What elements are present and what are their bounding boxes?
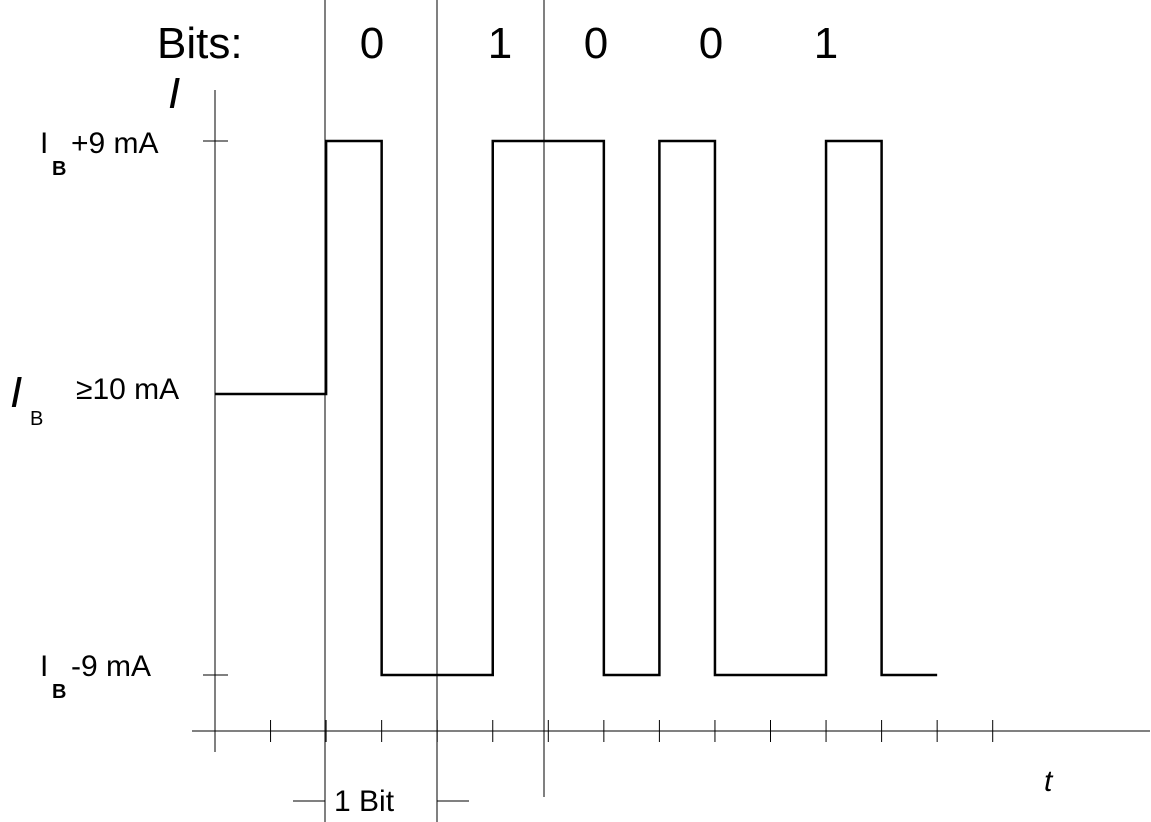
x-axis-ticks <box>270 720 994 742</box>
level-label-high: I B +9 mA <box>40 127 159 180</box>
level-label-base: I B ≥10 mA <box>10 368 179 430</box>
bit-value-4: 0 <box>699 19 723 68</box>
bit-width-marker: 1 Bit <box>293 785 469 818</box>
svg-text:I: I <box>10 368 22 417</box>
svg-text:-9 mA: -9 mA <box>71 650 151 683</box>
level-label-low: I B -9 mA <box>40 650 151 703</box>
current-waveform <box>215 139 938 677</box>
bit-value-5: 1 <box>814 19 838 68</box>
bit-value-2: 1 <box>488 19 512 68</box>
svg-text:+9 mA: +9 mA <box>71 127 159 160</box>
svg-text:B: B <box>52 681 66 703</box>
x-axis-label: t <box>1044 765 1054 798</box>
y-axis-label: I <box>168 69 180 118</box>
svg-text:I: I <box>40 127 48 160</box>
svg-text:≥10 mA: ≥10 mA <box>76 373 179 406</box>
svg-text:B: B <box>52 158 66 180</box>
bits-label: Bits: <box>157 19 243 68</box>
svg-text:B: B <box>30 408 43 430</box>
bit-value-3: 0 <box>584 19 608 68</box>
svg-text:1 Bit: 1 Bit <box>334 785 395 818</box>
bit-value-1: 0 <box>360 19 384 68</box>
svg-text:I: I <box>40 650 48 683</box>
